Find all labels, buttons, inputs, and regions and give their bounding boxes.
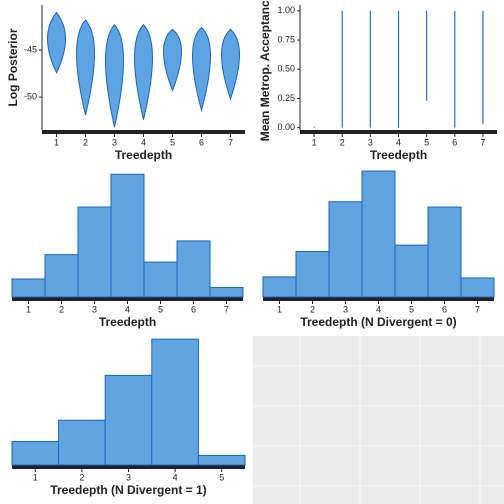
bar [11,441,60,466]
bar [361,170,396,298]
x-axis-label: Treedepth [115,148,172,162]
bar [394,244,429,298]
x-tick-label: 4 [173,472,178,482]
x-tick-label: 2 [310,304,315,314]
violin [47,11,66,74]
bar [209,286,244,298]
y-tick-label: 0.75 [277,34,295,44]
bar [58,419,106,466]
violin [76,19,95,116]
x-tick-label: 7 [228,137,233,147]
violin [105,23,124,128]
bar [151,338,199,466]
x-tick-label: 4 [125,304,130,314]
x-tick-label: 1 [277,304,282,314]
bar [295,250,330,298]
y-tick-label: 0.50 [277,64,295,74]
x-tick-label: 3 [368,137,373,147]
x-axis-label: Treedepth [99,315,156,329]
x-tick-label: 1 [26,304,31,314]
x-tick-label: 3 [343,304,348,314]
x-tick-label: 3 [92,304,97,314]
empty-panel [253,336,504,504]
x-tick-label: 6 [191,304,196,314]
x-tick-label: 3 [126,472,131,482]
y-axis-label: Log Posterior [6,28,20,106]
x-tick-label: 5 [219,472,224,482]
bar [328,201,363,298]
bar [176,240,211,298]
x-tick-label: 5 [409,304,414,314]
x-tick-label: 7 [480,137,485,147]
x-tick-label: 7 [224,304,229,314]
x-tick-label: 1 [33,472,38,482]
x-tick-label: 5 [424,137,429,147]
x-tick-label: 1 [54,137,59,147]
bar [11,278,46,298]
x-tick-label: 4 [376,304,381,314]
y-tick-label: 0.00 [277,122,295,132]
x-tick-label: 6 [199,137,204,147]
x-tick-label: 5 [158,304,163,314]
bar [110,173,145,298]
bar [197,454,246,466]
x-axis-label: Treedepth (N Divergent = 0) [300,315,456,329]
x-axis-label: Treedepth (N Divergent = 1) [50,483,206,497]
violin [192,26,211,113]
violin [221,28,240,101]
bar [44,254,79,298]
x-tick-label: 2 [83,137,88,147]
bar [143,261,178,298]
empty-panel-grid [253,336,504,504]
x-tick-label: 5 [170,137,175,147]
x-tick-label: 2 [79,472,84,482]
y-tick-label: 1.00 [277,5,295,15]
x-tick-label: 1 [312,137,317,147]
bar [460,277,495,298]
x-tick-label: 4 [396,137,401,147]
x-tick-label: 7 [475,304,480,314]
bar [262,276,297,298]
violin [134,24,153,120]
x-tick-label: 4 [141,137,146,147]
x-axis-label: Treedepth [370,148,427,162]
y-tick-label: 0.25 [277,93,295,103]
x-tick-label: 2 [340,137,345,147]
bar [77,206,112,298]
y-axis-label: Mean Metrop. Acceptance [258,0,272,141]
x-tick-label: 2 [59,304,64,314]
x-tick-label: 6 [452,137,457,147]
y-tick-label: -45 [24,44,37,54]
x-tick-label: 6 [442,304,447,314]
violin [163,28,182,92]
bar [104,374,153,466]
y-tick-label: -50 [24,91,37,101]
x-tick-label: 3 [112,137,117,147]
bar [427,206,462,298]
